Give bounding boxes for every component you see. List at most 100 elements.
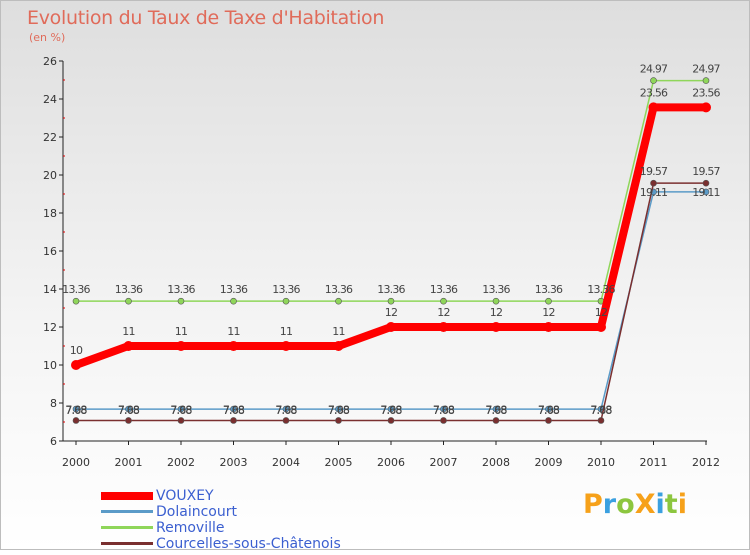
data-label: 13.36 (430, 283, 458, 296)
data-label: 11 (175, 325, 187, 338)
y-tick-label: 20 (43, 169, 57, 182)
series-courcelles-sous-ch-tenois (72, 179, 710, 424)
data-point (177, 405, 185, 413)
data-label: 7.08 (170, 403, 192, 416)
data-point (282, 297, 290, 305)
data-point (176, 341, 186, 351)
data-point (702, 77, 710, 84)
logo-letter: i (655, 489, 665, 520)
data-label: 7.68 (590, 404, 612, 417)
data-point (125, 297, 132, 305)
data-label: 11 (332, 325, 344, 338)
data-label: 7.08 (118, 403, 140, 416)
logo-letter: i (677, 489, 687, 520)
data-point (72, 405, 80, 413)
data-point (492, 405, 500, 413)
data-label: 11 (227, 325, 239, 338)
data-label: 19.57 (640, 165, 668, 178)
data-label: 12 (542, 306, 554, 319)
data-label: 7.08 (223, 403, 245, 416)
legend-swatch-courcelles (101, 542, 153, 545)
x-tick-label: 2006 (377, 456, 405, 469)
data-label: 7.68 (328, 404, 350, 417)
data-point (545, 405, 552, 413)
data-label: 7.08 (380, 403, 402, 416)
data-label: 24.97 (692, 63, 720, 76)
data-label: 23.56 (692, 86, 720, 99)
logo-letter: r (602, 489, 617, 520)
data-label: 7.68 (538, 404, 560, 417)
data-label: 23.56 (640, 86, 668, 99)
logo-letter: o (616, 489, 635, 520)
x-tick-label: 2007 (430, 456, 458, 469)
logo-letter: t (664, 489, 678, 520)
data-label: 12 (595, 306, 607, 319)
data-point (387, 405, 395, 413)
data-label: 13.36 (115, 283, 143, 296)
x-tick-label: 2010 (587, 456, 615, 469)
data-label: 13.36 (167, 283, 195, 296)
series-vouxey (71, 102, 711, 370)
x-tick-label: 2004 (272, 456, 300, 469)
chart-unit-label: (en %) (29, 31, 66, 44)
y-tick-label: 22 (43, 131, 57, 144)
x-tick-label: 2002 (167, 456, 195, 469)
data-point (282, 417, 290, 424)
data-point (543, 322, 554, 332)
data-point (701, 102, 711, 113)
data-label: 7.68 (65, 404, 87, 417)
y-tick-label: 16 (43, 245, 57, 258)
legend-label-vouxey: VOUXEY (156, 488, 214, 504)
data-label: 13.36 (587, 283, 615, 296)
data-label: 7.68 (485, 404, 507, 417)
data-point (387, 417, 395, 424)
series-dolaincourt (72, 188, 710, 413)
data-label: 11 (122, 325, 134, 338)
data-point (545, 297, 552, 305)
data-point (597, 417, 605, 424)
data-point (438, 322, 449, 332)
legend-label-courcelles: Courcelles-sous-Châtenois (156, 536, 341, 552)
data-point (492, 417, 500, 424)
data-point (282, 405, 290, 413)
data-label: 19.57 (692, 165, 720, 178)
y-tick-label: 24 (43, 93, 57, 106)
legend-label-removille: Removille (156, 520, 225, 536)
data-point (71, 360, 81, 370)
y-tick-label: 12 (43, 321, 57, 334)
data-label: 13.36 (325, 283, 353, 296)
data-label: 7.08 (328, 403, 350, 416)
data-label: 11 (280, 325, 292, 338)
x-tick-label: 2009 (535, 456, 563, 469)
data-point (596, 322, 606, 332)
data-point (702, 179, 710, 187)
x-tick-label: 2008 (482, 456, 510, 469)
data-point (230, 405, 237, 413)
data-point (492, 297, 500, 305)
data-label: 7.08 (275, 403, 297, 416)
data-label: 12 (490, 306, 502, 319)
data-label: 7.08 (65, 403, 87, 416)
data-label: 7.68 (118, 404, 140, 417)
data-label: 12 (385, 306, 397, 319)
data-label: 7.68 (275, 404, 297, 417)
legend-label-dolaincourt: Dolaincourt (156, 504, 237, 520)
x-tick-label: 2001 (115, 456, 143, 469)
x-tick-label: 2005 (325, 456, 353, 469)
logo-letter: P (583, 489, 603, 520)
y-tick-label: 10 (43, 359, 57, 372)
chart-title: Evolution du Taux de Taxe d'Habitation (27, 7, 385, 29)
data-point (650, 179, 657, 187)
legend-swatch-removille (101, 526, 153, 529)
y-tick-label: 8 (50, 397, 57, 410)
data-point (228, 341, 239, 351)
data-point (440, 297, 447, 305)
data-label: 7.68 (380, 404, 402, 417)
data-point (335, 417, 342, 424)
data-label: 7.08 (590, 403, 612, 416)
data-point (230, 417, 237, 424)
data-label: 13.36 (377, 283, 405, 296)
data-label: 13.36 (62, 283, 90, 296)
